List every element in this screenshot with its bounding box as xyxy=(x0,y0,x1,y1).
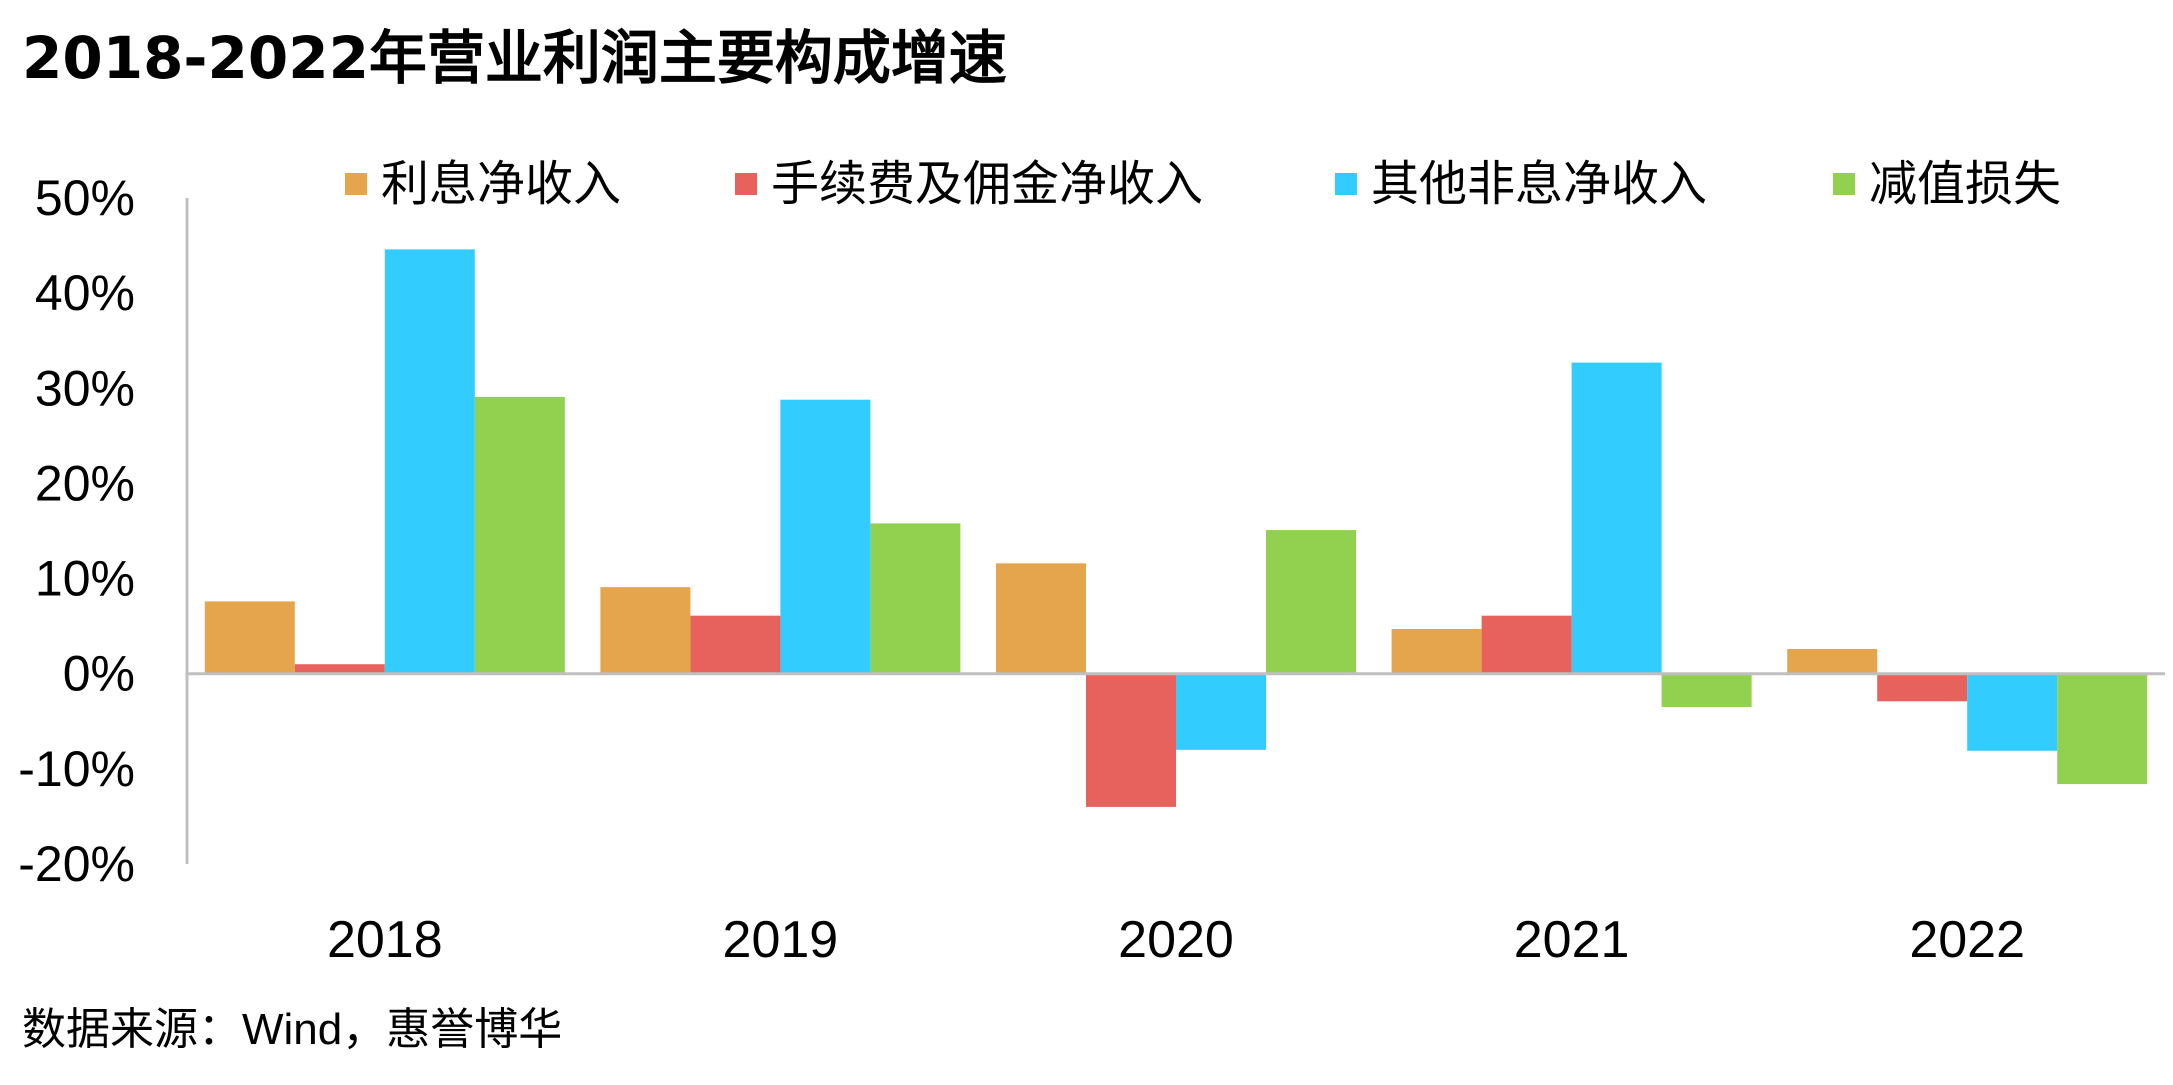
x-axis: 2018 2019 2020 2021 2022 xyxy=(187,672,2165,969)
x-tick-label: 2019 xyxy=(723,911,839,969)
y-tick-label: -20% xyxy=(18,836,135,892)
y-axis: 50% 40% 30% 20% 10% 0% -10% -20% xyxy=(18,170,189,892)
y-tick-label: -10% xyxy=(18,741,135,797)
bar-2018-series-1 xyxy=(204,601,295,674)
x-tick-label: 2021 xyxy=(1514,911,1630,969)
bar-2021-series-4 xyxy=(1661,673,1752,708)
bar-2019-series-1 xyxy=(600,587,691,674)
y-tick-label: 20% xyxy=(35,455,135,511)
y-tick-label: 40% xyxy=(35,265,135,321)
y-tick-label: 10% xyxy=(35,551,135,607)
legend-item: 手续费及佣金净收入 xyxy=(735,156,1203,212)
chart-title: 2018-2022年营业利润主要构成增速 xyxy=(22,24,1007,92)
source-note: 数据来源：Wind，惠誉博华 xyxy=(22,1005,563,1054)
legend-label: 手续费及佣金净收入 xyxy=(771,156,1203,212)
bar-2018-series-4 xyxy=(474,396,565,674)
legend-item: 其他非息净收入 xyxy=(1335,156,1707,212)
legend-item: 利息净收入 xyxy=(345,156,621,212)
bar-2022-series-1 xyxy=(1787,648,1878,674)
bar-2019-series-3 xyxy=(780,399,871,674)
bar-2022-series-2 xyxy=(1877,673,1968,702)
y-tick-label: 50% xyxy=(35,170,135,226)
legend-swatch xyxy=(735,173,757,195)
y-tick-label: 0% xyxy=(63,646,135,702)
bar-2021-series-1 xyxy=(1391,628,1482,674)
bar-2020-series-3 xyxy=(1176,673,1266,750)
legend-swatch xyxy=(345,173,367,195)
y-tick-label: 30% xyxy=(35,360,135,416)
bar-2018-series-2 xyxy=(294,664,385,674)
bar-2018-series-3 xyxy=(384,249,475,674)
legend-swatch xyxy=(1833,173,1855,195)
bar-2021-series-3 xyxy=(1571,362,1662,674)
x-tick-label: 2022 xyxy=(1909,911,2025,969)
legend-label: 减值损失 xyxy=(1869,156,2061,212)
legend-label: 其他非息净收入 xyxy=(1371,156,1707,212)
legend-swatch xyxy=(1335,173,1357,195)
bar-2020-series-2 xyxy=(1086,673,1176,807)
bar-2022-series-4 xyxy=(2057,673,2148,785)
x-tick-label: 2018 xyxy=(327,911,443,969)
legend-label: 利息净收入 xyxy=(381,156,621,212)
bar-2019-series-2 xyxy=(690,615,781,674)
bar-2020-series-1 xyxy=(996,563,1086,674)
bar-2019-series-4 xyxy=(870,523,961,674)
x-tick-label: 2020 xyxy=(1118,911,1234,969)
bar-2022-series-3 xyxy=(1967,673,2058,751)
bar-series-group xyxy=(204,249,2148,807)
bar-2020-series-4 xyxy=(1266,530,1356,674)
chart-legend: 利息净收入 手续费及佣金净收入 其他非息净收入 减值损失 xyxy=(345,156,2061,212)
bar-2021-series-2 xyxy=(1481,615,1572,674)
legend-item: 减值损失 xyxy=(1833,156,2061,212)
